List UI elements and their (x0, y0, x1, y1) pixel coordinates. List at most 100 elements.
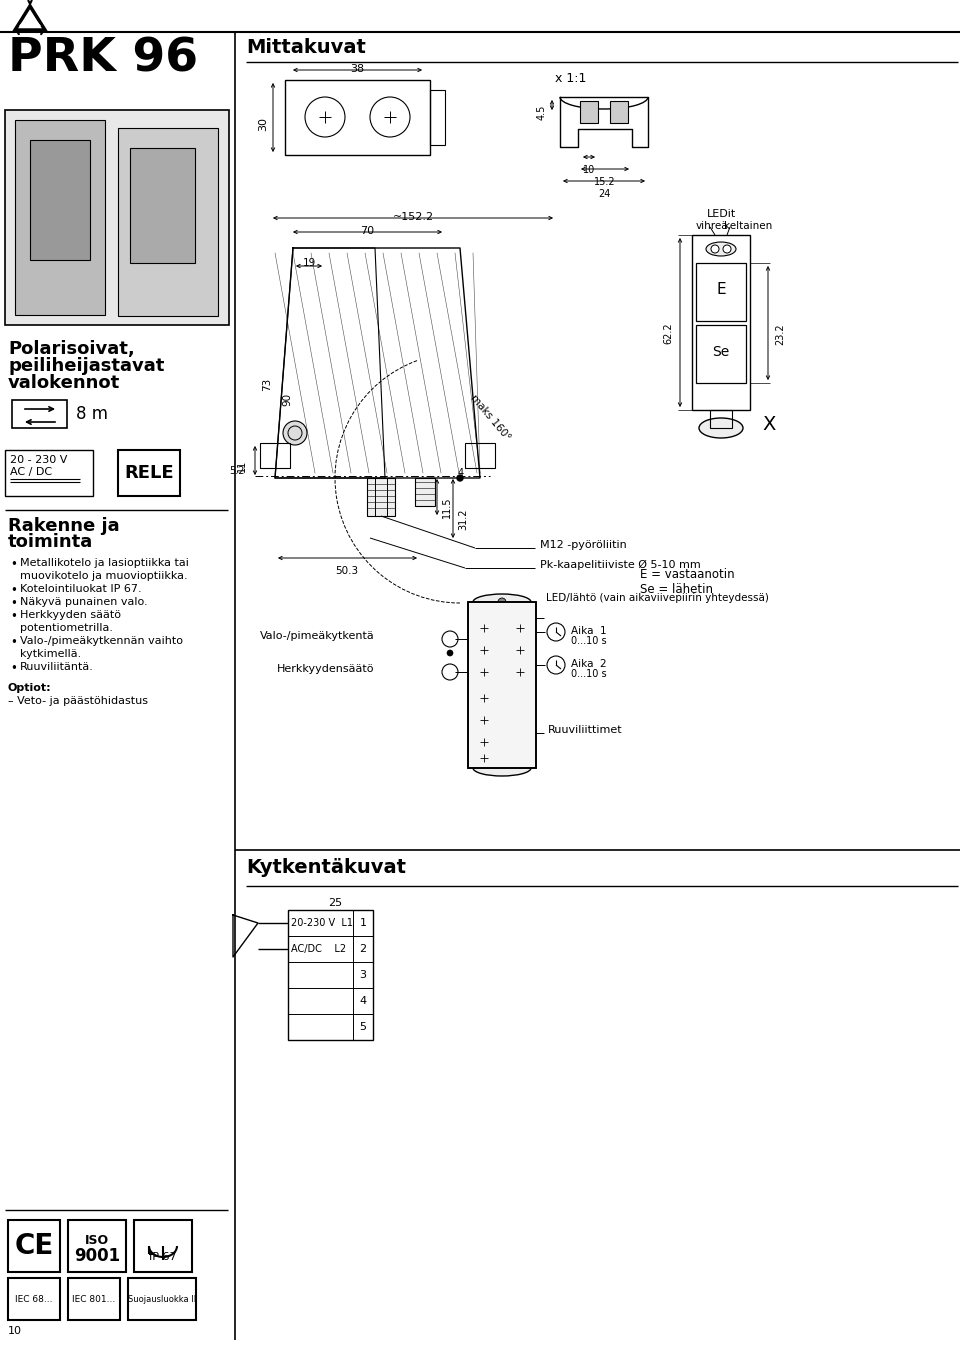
Text: 11: 11 (237, 460, 247, 472)
Text: 0...10 s: 0...10 s (571, 637, 607, 646)
Text: – Veto- ja päästöhidastus: – Veto- ja päästöhidastus (8, 696, 148, 707)
Circle shape (476, 734, 492, 750)
Text: RELE: RELE (124, 464, 174, 482)
Bar (260, 443, 290, 468)
Circle shape (476, 750, 492, 766)
Circle shape (476, 620, 492, 637)
Bar (415, 477, 435, 506)
Circle shape (457, 475, 463, 482)
Text: potentiometrilla.: potentiometrilla. (20, 623, 113, 632)
Text: maks 160°: maks 160° (468, 392, 512, 443)
Bar (8, 1220, 60, 1272)
Circle shape (283, 421, 307, 445)
Text: Kotelointiluokat IP 67.: Kotelointiluokat IP 67. (20, 584, 142, 594)
Text: •: • (10, 611, 17, 623)
Text: ISO: ISO (84, 1233, 109, 1247)
Text: 62.2: 62.2 (663, 322, 673, 343)
Text: •: • (10, 584, 17, 597)
Text: •: • (10, 597, 17, 611)
Bar (465, 443, 495, 468)
Text: X: X (762, 414, 776, 434)
Text: Aika  1: Aika 1 (571, 626, 607, 637)
Text: peiliheijastavat: peiliheijastavat (8, 357, 164, 375)
Bar (30, 140, 90, 261)
Text: PRK 96: PRK 96 (8, 37, 198, 82)
Text: ~152.2: ~152.2 (393, 213, 434, 222)
Text: 10: 10 (8, 1325, 22, 1336)
Circle shape (498, 598, 506, 606)
Text: Ruuviliitäntä.: Ruuviliitäntä. (20, 663, 94, 672)
Bar (8, 1277, 60, 1320)
Circle shape (476, 664, 492, 681)
Text: vihreä: vihreä (696, 221, 729, 230)
Circle shape (476, 690, 492, 707)
Text: 11.5: 11.5 (442, 497, 452, 519)
Text: 4: 4 (458, 468, 464, 477)
Text: muovikotelo ja muovioptiikka.: muovikotelo ja muovioptiikka. (20, 571, 187, 580)
Bar (5, 450, 93, 497)
Text: 4: 4 (359, 996, 367, 1006)
Text: CE: CE (14, 1232, 54, 1259)
Text: •: • (10, 637, 17, 649)
Bar (468, 602, 536, 768)
Text: LED/lähtö (vain aikaviivepiirin yhteydessä): LED/lähtö (vain aikaviivepiirin yhteydes… (546, 593, 769, 604)
Text: 20 - 230 V: 20 - 230 V (10, 456, 67, 465)
Bar (430, 91, 445, 145)
Circle shape (512, 620, 528, 637)
Text: M12 -pyöröliitin: M12 -pyöröliitin (540, 541, 627, 550)
Text: Se: Se (712, 344, 730, 359)
Text: toiminta: toiminta (8, 532, 93, 552)
Text: E: E (716, 283, 726, 298)
Text: Polarisoivat,: Polarisoivat, (8, 340, 134, 358)
Text: Pk-kaapelitiiviste Ø 5-10 mm: Pk-kaapelitiiviste Ø 5-10 mm (540, 560, 701, 571)
Text: Rakenne ja: Rakenne ja (8, 517, 120, 535)
Circle shape (512, 664, 528, 681)
Text: 23.2: 23.2 (775, 322, 785, 344)
Bar (367, 477, 395, 516)
Circle shape (154, 198, 170, 213)
Text: 73: 73 (262, 379, 272, 391)
Text: 50.3: 50.3 (335, 567, 359, 576)
Text: 24: 24 (598, 189, 611, 199)
Bar (710, 410, 732, 428)
Text: Se = lähetin: Se = lähetin (640, 583, 713, 595)
Text: 5: 5 (359, 1022, 367, 1032)
Text: 19: 19 (302, 258, 316, 268)
Circle shape (442, 631, 458, 648)
Circle shape (146, 189, 178, 221)
Text: 8 m: 8 m (76, 405, 108, 423)
Text: 31.2: 31.2 (458, 508, 468, 530)
Bar (128, 1277, 196, 1320)
Circle shape (447, 650, 453, 656)
Text: 1: 1 (359, 918, 367, 927)
Text: IEC 68...: IEC 68... (15, 1295, 53, 1303)
Text: Herkkyyden säätö: Herkkyyden säätö (20, 611, 121, 620)
Text: LEDit: LEDit (707, 209, 735, 220)
Text: 25: 25 (328, 899, 342, 908)
Bar (285, 80, 430, 155)
Circle shape (32, 172, 88, 228)
Text: 20-230 V  L1: 20-230 V L1 (291, 918, 353, 927)
Text: x 1:1: x 1:1 (555, 71, 587, 85)
Bar (68, 1220, 126, 1272)
Bar (580, 102, 598, 123)
Circle shape (442, 664, 458, 681)
Text: 70: 70 (360, 226, 374, 236)
Text: 30: 30 (258, 117, 268, 130)
Circle shape (512, 642, 528, 659)
Bar (696, 263, 746, 321)
Bar (288, 910, 373, 1040)
Text: Aika  2: Aika 2 (571, 659, 607, 670)
Text: 10: 10 (583, 165, 595, 176)
Text: Optiot:: Optiot: (8, 683, 52, 693)
Circle shape (44, 184, 76, 215)
Text: E = vastaanotin: E = vastaanotin (640, 568, 734, 580)
Ellipse shape (473, 760, 531, 777)
Text: 4.5: 4.5 (537, 106, 547, 121)
Bar (68, 1277, 120, 1320)
Text: 90: 90 (282, 392, 292, 406)
Text: Valo-/pimeäkytkennän vaihto: Valo-/pimeäkytkennän vaihto (20, 637, 183, 646)
Text: 9001: 9001 (74, 1247, 120, 1265)
Ellipse shape (473, 594, 531, 611)
Bar (696, 325, 746, 383)
